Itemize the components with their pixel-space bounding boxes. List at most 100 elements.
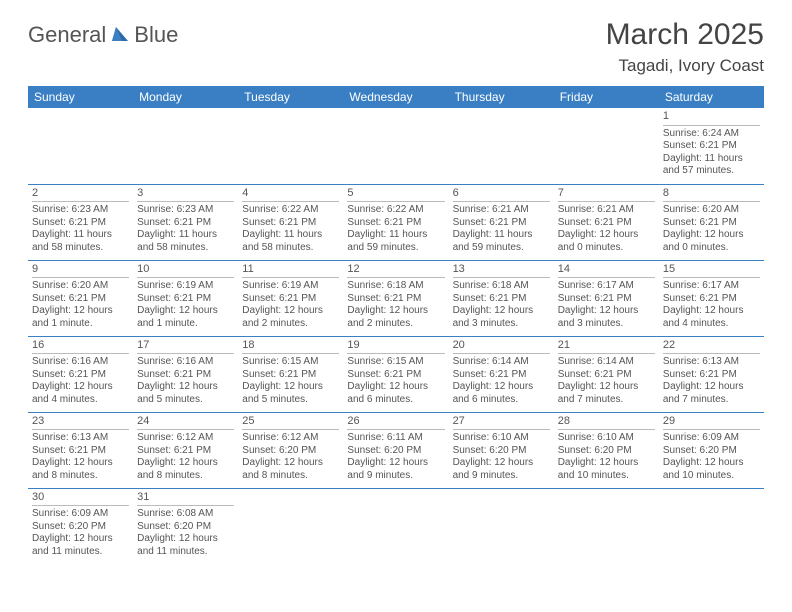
calendar-cell: 22Sunrise: 6:13 AMSunset: 6:21 PMDayligh… [659,336,764,412]
sunrise-text: Sunrise: 6:11 AM [347,432,444,445]
calendar-week-row: 30Sunrise: 6:09 AMSunset: 6:20 PMDayligh… [28,488,764,564]
daylight-text: Daylight: 12 hours and 4 minutes. [663,305,760,330]
day-number: 31 [137,491,234,507]
sunset-text: Sunset: 6:21 PM [242,217,339,230]
calendar-cell [554,108,659,184]
daylight-text: Daylight: 12 hours and 11 minutes. [32,533,129,558]
daylight-text: Daylight: 12 hours and 6 minutes. [347,381,444,406]
sunrise-text: Sunrise: 6:19 AM [242,280,339,293]
calendar-cell: 31Sunrise: 6:08 AMSunset: 6:20 PMDayligh… [133,488,238,564]
sunrise-text: Sunrise: 6:14 AM [558,356,655,369]
sunset-text: Sunset: 6:21 PM [347,217,444,230]
sunrise-text: Sunrise: 6:24 AM [663,128,760,141]
sunset-text: Sunset: 6:21 PM [663,293,760,306]
calendar-body: 1Sunrise: 6:24 AMSunset: 6:21 PMDaylight… [28,108,764,564]
calendar-cell: 4Sunrise: 6:22 AMSunset: 6:21 PMDaylight… [238,184,343,260]
sunrise-text: Sunrise: 6:22 AM [347,204,444,217]
sunset-text: Sunset: 6:21 PM [32,293,129,306]
sunset-text: Sunset: 6:21 PM [137,369,234,382]
sunrise-text: Sunrise: 6:16 AM [137,356,234,369]
calendar-cell: 1Sunrise: 6:24 AMSunset: 6:21 PMDaylight… [659,108,764,184]
sunrise-text: Sunrise: 6:20 AM [32,280,129,293]
day-number: 1 [663,110,760,126]
calendar-cell: 12Sunrise: 6:18 AMSunset: 6:21 PMDayligh… [343,260,448,336]
sunrise-text: Sunrise: 6:17 AM [663,280,760,293]
day-number: 8 [663,187,760,203]
sunset-text: Sunset: 6:21 PM [137,445,234,458]
calendar-cell: 13Sunrise: 6:18 AMSunset: 6:21 PMDayligh… [449,260,554,336]
calendar-cell: 21Sunrise: 6:14 AMSunset: 6:21 PMDayligh… [554,336,659,412]
daylight-text: Daylight: 11 hours and 58 minutes. [137,229,234,254]
daylight-text: Daylight: 12 hours and 9 minutes. [453,457,550,482]
day-number: 19 [347,339,444,355]
calendar-week-row: 1Sunrise: 6:24 AMSunset: 6:21 PMDaylight… [28,108,764,184]
calendar-cell: 10Sunrise: 6:19 AMSunset: 6:21 PMDayligh… [133,260,238,336]
day-number: 12 [347,263,444,279]
sunset-text: Sunset: 6:21 PM [663,140,760,153]
calendar-cell [133,108,238,184]
daylight-text: Daylight: 12 hours and 10 minutes. [663,457,760,482]
calendar-cell: 29Sunrise: 6:09 AMSunset: 6:20 PMDayligh… [659,412,764,488]
sunset-text: Sunset: 6:21 PM [663,217,760,230]
sunrise-text: Sunrise: 6:21 AM [558,204,655,217]
day-of-week-header: Friday [554,86,659,108]
calendar-cell: 20Sunrise: 6:14 AMSunset: 6:21 PMDayligh… [449,336,554,412]
day-number: 20 [453,339,550,355]
sunrise-text: Sunrise: 6:18 AM [347,280,444,293]
calendar-cell [238,108,343,184]
daylight-text: Daylight: 12 hours and 2 minutes. [242,305,339,330]
sunrise-text: Sunrise: 6:09 AM [663,432,760,445]
calendar-cell: 19Sunrise: 6:15 AMSunset: 6:21 PMDayligh… [343,336,448,412]
sunset-text: Sunset: 6:21 PM [453,369,550,382]
sunrise-text: Sunrise: 6:19 AM [137,280,234,293]
day-number: 14 [558,263,655,279]
sunrise-text: Sunrise: 6:10 AM [558,432,655,445]
daylight-text: Daylight: 12 hours and 7 minutes. [663,381,760,406]
day-of-week-row: SundayMondayTuesdayWednesdayThursdayFrid… [28,86,764,108]
sunrise-text: Sunrise: 6:10 AM [453,432,550,445]
calendar-cell: 17Sunrise: 6:16 AMSunset: 6:21 PMDayligh… [133,336,238,412]
calendar-week-row: 2Sunrise: 6:23 AMSunset: 6:21 PMDaylight… [28,184,764,260]
day-of-week-header: Wednesday [343,86,448,108]
sunrise-text: Sunrise: 6:23 AM [137,204,234,217]
sunrise-text: Sunrise: 6:18 AM [453,280,550,293]
day-number: 21 [558,339,655,355]
sunset-text: Sunset: 6:21 PM [137,293,234,306]
sunrise-text: Sunrise: 6:22 AM [242,204,339,217]
day-number: 25 [242,415,339,431]
sunrise-text: Sunrise: 6:20 AM [663,204,760,217]
sunrise-text: Sunrise: 6:15 AM [242,356,339,369]
calendar-cell [343,488,448,564]
daylight-text: Daylight: 12 hours and 8 minutes. [242,457,339,482]
calendar-cell: 6Sunrise: 6:21 AMSunset: 6:21 PMDaylight… [449,184,554,260]
sunset-text: Sunset: 6:21 PM [453,217,550,230]
daylight-text: Daylight: 12 hours and 11 minutes. [137,533,234,558]
day-number: 15 [663,263,760,279]
daylight-text: Daylight: 11 hours and 58 minutes. [242,229,339,254]
day-number: 3 [137,187,234,203]
sunrise-text: Sunrise: 6:09 AM [32,508,129,521]
daylight-text: Daylight: 12 hours and 0 minutes. [558,229,655,254]
sunset-text: Sunset: 6:20 PM [137,521,234,534]
calendar-week-row: 16Sunrise: 6:16 AMSunset: 6:21 PMDayligh… [28,336,764,412]
sunrise-text: Sunrise: 6:15 AM [347,356,444,369]
day-number: 6 [453,187,550,203]
calendar-cell [28,108,133,184]
calendar-cell: 16Sunrise: 6:16 AMSunset: 6:21 PMDayligh… [28,336,133,412]
daylight-text: Daylight: 11 hours and 59 minutes. [453,229,550,254]
day-number: 22 [663,339,760,355]
daylight-text: Daylight: 12 hours and 3 minutes. [558,305,655,330]
daylight-text: Daylight: 12 hours and 4 minutes. [32,381,129,406]
day-number: 26 [347,415,444,431]
daylight-text: Daylight: 12 hours and 8 minutes. [137,457,234,482]
brand-logo: General Blue [28,18,178,48]
calendar-cell: 27Sunrise: 6:10 AMSunset: 6:20 PMDayligh… [449,412,554,488]
calendar-cell: 11Sunrise: 6:19 AMSunset: 6:21 PMDayligh… [238,260,343,336]
calendar-cell [554,488,659,564]
sunset-text: Sunset: 6:20 PM [558,445,655,458]
calendar-cell: 14Sunrise: 6:17 AMSunset: 6:21 PMDayligh… [554,260,659,336]
location-label: Tagadi, Ivory Coast [606,56,764,76]
brand-name-a: General [28,22,106,48]
title-block: March 2025 Tagadi, Ivory Coast [606,18,764,76]
day-number: 2 [32,187,129,203]
